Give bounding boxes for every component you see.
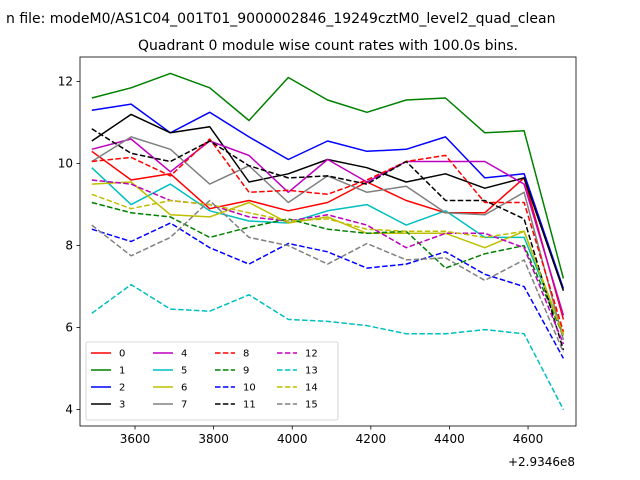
legend-label-8: 8	[243, 349, 249, 360]
x-offset-label: +2.9346e8	[508, 455, 575, 469]
x-tick-label: 3800	[198, 432, 229, 446]
x-axis: 3600 3800 4000 4200 4400 4600	[120, 426, 544, 446]
legend-box	[85, 341, 339, 421]
series-line-1	[91, 72, 565, 279]
figure-suptitle: n file: modeM0/AS1C04_001T01_9000002846_…	[6, 11, 555, 27]
legend-label-6: 6	[181, 383, 187, 394]
y-tick-label: 12	[58, 75, 73, 89]
series-line-14	[91, 193, 565, 337]
legend-label-2: 2	[119, 383, 125, 394]
series-line-6	[91, 181, 565, 335]
legend-label-5: 5	[181, 366, 187, 377]
axes-title: Quadrant 0 module wise count rates with …	[138, 38, 518, 54]
series-line-8	[91, 138, 565, 332]
legend-label-3: 3	[119, 400, 125, 411]
axes-frame	[79, 56, 577, 427]
y-tick-label: 8	[65, 239, 73, 253]
legend-label-9: 9	[243, 366, 249, 377]
legend-label-15: 15	[305, 400, 318, 411]
x-tick-label: 4000	[277, 432, 308, 446]
x-tick-label: 4400	[434, 432, 465, 446]
legend-label-10: 10	[243, 383, 256, 394]
y-tick-label: 4	[65, 403, 73, 417]
series-line-4	[91, 138, 565, 316]
legend-label-12: 12	[305, 349, 318, 360]
legend-label-14: 14	[305, 383, 318, 394]
series-line-15	[91, 199, 565, 353]
legend-label-0: 0	[119, 349, 125, 360]
legend-label-4: 4	[181, 349, 187, 360]
legend-label-1: 1	[119, 366, 125, 377]
series-line-9	[91, 201, 565, 337]
legend-label-11: 11	[243, 400, 256, 411]
x-tick-label: 4600	[513, 432, 544, 446]
plot-series	[91, 72, 565, 410]
series-line-13	[91, 283, 565, 410]
series-line-0	[91, 150, 565, 320]
legend-label-13: 13	[305, 366, 318, 377]
series-line-10	[91, 222, 565, 359]
y-tick-label: 10	[58, 157, 73, 171]
x-tick-label: 3600	[120, 432, 151, 446]
legend-label-7: 7	[181, 400, 187, 411]
x-tick-label: 4200	[356, 432, 387, 446]
series-line-11	[91, 128, 565, 351]
y-tick-label: 6	[65, 321, 73, 335]
y-axis: 4 6 8 10 12	[58, 75, 80, 417]
